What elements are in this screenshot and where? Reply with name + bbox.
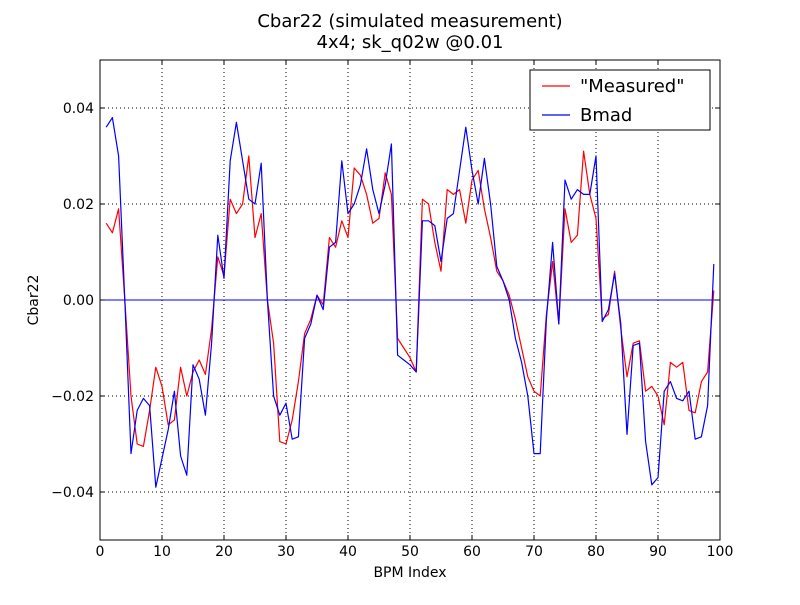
series-layer xyxy=(105,116,715,488)
legend-label-bmad: Bmad xyxy=(580,105,632,126)
y-axis-label: Cbar22 xyxy=(26,275,42,326)
x-tick-label: 30 xyxy=(277,544,295,560)
x-tick-label: 100 xyxy=(707,544,734,560)
x-tick-label: 80 xyxy=(587,544,605,560)
series-line-bmad xyxy=(105,116,715,488)
x-axis-label: BPM Index xyxy=(373,565,446,581)
legend-box xyxy=(529,69,711,131)
x-tick-label: 50 xyxy=(401,544,419,560)
y-tick-label: 0.04 xyxy=(63,101,94,117)
x-tick-label: 60 xyxy=(463,544,481,560)
y-tick-label: 0.00 xyxy=(63,293,94,309)
series-line-measured xyxy=(105,150,715,447)
y-tick-label: −0.04 xyxy=(51,485,94,501)
x-tick-label: 40 xyxy=(339,544,357,560)
y-tick-label: 0.02 xyxy=(63,197,94,213)
chart-subtitle: 4x4; sk_q02w @0.01 xyxy=(317,32,504,53)
x-tick-label: 90 xyxy=(649,544,667,560)
tick-layer: 0 10 20 30 40 50 60 70 80 90 100 −0.04 −0.02 0.00 0.02… xyxy=(51,60,733,560)
x-tick-label: 0 xyxy=(96,544,105,560)
x-tick-label: 10 xyxy=(153,544,171,560)
legend-label-measured: "Measured" xyxy=(580,76,684,97)
x-tick-label: 20 xyxy=(215,544,233,560)
x-tick-label: 70 xyxy=(525,544,543,560)
chart-title: Cbar22 (simulated measurement) xyxy=(257,11,562,32)
legend: "Measured" Bmad xyxy=(529,69,711,131)
y-tick-label: −0.02 xyxy=(51,389,94,405)
